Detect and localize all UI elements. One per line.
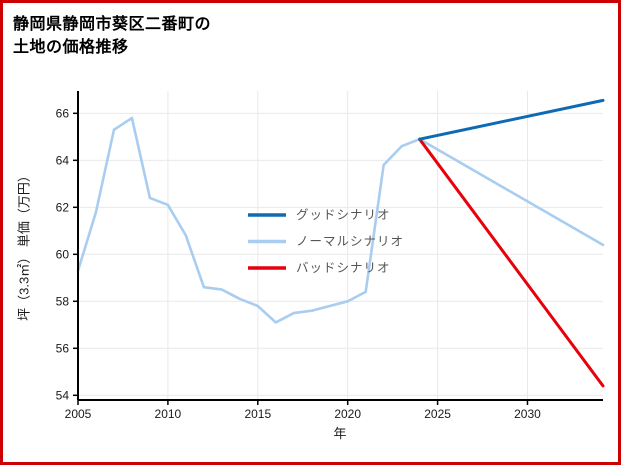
legend-label-グッドシナリオ: グッドシナリオ [296, 208, 391, 222]
series-line-グッドシナリオ [418, 98, 605, 141]
x-tick-label-2015: 2015 [244, 407, 271, 421]
series-line-ノーマルシナリオ [76, 116, 605, 324]
y-tick-label-58: 58 [56, 294, 70, 308]
x-tick-label-2025: 2025 [424, 407, 451, 421]
y-tick-label-66: 66 [56, 106, 70, 120]
y-tick-label-64: 64 [56, 153, 70, 167]
x-tick-label-2020: 2020 [334, 407, 361, 421]
chart-title: 静岡県静岡市葵区二番町の 土地の価格推移 [13, 13, 211, 59]
x-tick-label-2005: 2005 [65, 407, 92, 421]
chart-title-line2: 土地の価格推移 [13, 39, 129, 57]
x-tick-label-2030: 2030 [514, 407, 541, 421]
y-tick-label-62: 62 [56, 200, 70, 214]
legend-label-ノーマルシナリオ: ノーマルシナリオ [296, 235, 404, 249]
x-axis-label: 年 [333, 426, 347, 441]
chart-title-line1: 静岡県静岡市葵区二番町の [13, 16, 212, 33]
y-tick-label-56: 56 [56, 341, 70, 355]
x-tick-label-2010: 2010 [155, 407, 182, 421]
series-line-バッドシナリオ [418, 137, 605, 388]
y-axis-label: 坪（3.3㎡） 単価（万円） [16, 169, 32, 321]
y-tick-label-54: 54 [56, 388, 70, 402]
y-tick-label-60: 60 [56, 247, 70, 261]
legend-label-バッドシナリオ: バッドシナリオ [296, 261, 391, 275]
price-trend-chart: 2005 2010 2015 2020 2025 2030 54 56 58 60 62 64 66 グッ… [56, 91, 605, 421]
